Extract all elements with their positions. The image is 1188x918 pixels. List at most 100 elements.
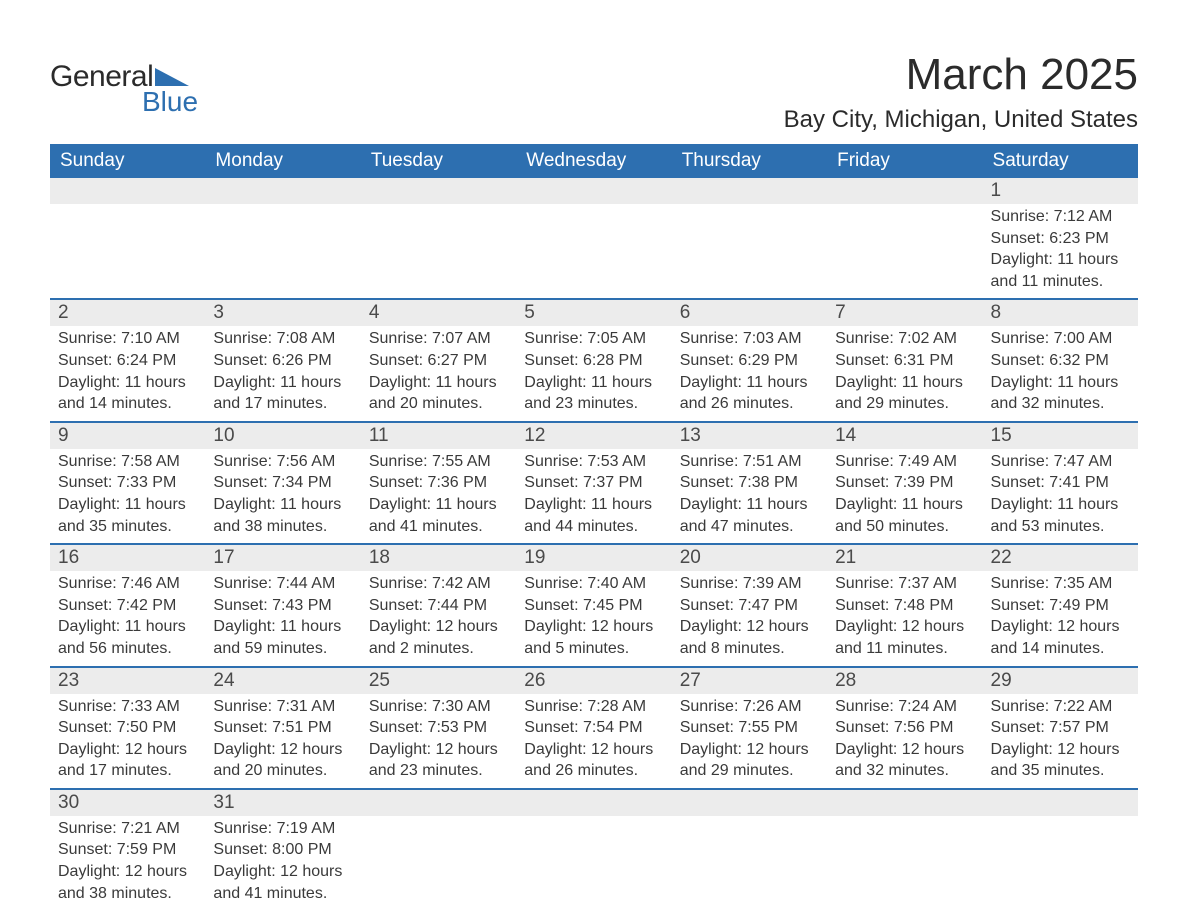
sunset-text: Sunset: 7:47 PM — [680, 595, 819, 617]
sunrise-text: Sunrise: 7:10 AM — [58, 328, 197, 350]
sunset-text: Sunset: 7:55 PM — [680, 717, 819, 739]
daylight-text: Daylight: 11 hours and 47 minutes. — [680, 494, 819, 537]
sunset-text: Sunset: 6:23 PM — [991, 228, 1130, 250]
day-cell: Sunrise: 7:26 AMSunset: 7:55 PMDaylight:… — [672, 694, 827, 789]
day-number — [50, 178, 205, 204]
sunset-text: Sunset: 7:48 PM — [835, 595, 974, 617]
day-number-row: 2345678 — [50, 299, 1138, 326]
day-number — [361, 789, 516, 816]
day-cell — [672, 204, 827, 299]
day-cell: Sunrise: 7:24 AMSunset: 7:56 PMDaylight:… — [827, 694, 982, 789]
sunset-text: Sunset: 7:53 PM — [369, 717, 508, 739]
sunrise-text: Sunrise: 7:58 AM — [58, 451, 197, 473]
sunrise-text: Sunrise: 7:42 AM — [369, 573, 508, 595]
sunrise-text: Sunrise: 7:30 AM — [369, 696, 508, 718]
daylight-text: Daylight: 12 hours and 17 minutes. — [58, 739, 197, 782]
sunrise-text: Sunrise: 7:55 AM — [369, 451, 508, 473]
day-number: 23 — [50, 667, 205, 694]
day-cell — [516, 204, 671, 299]
day-cell: Sunrise: 7:49 AMSunset: 7:39 PMDaylight:… — [827, 449, 982, 544]
location: Bay City, Michigan, United States — [784, 106, 1138, 134]
day-number — [827, 789, 982, 816]
logo-text-bottom: Blue — [142, 86, 198, 118]
day-cell — [361, 204, 516, 299]
logo: General Blue — [50, 50, 198, 118]
daylight-text: Daylight: 11 hours and 35 minutes. — [58, 494, 197, 537]
day-number: 26 — [516, 667, 671, 694]
sunset-text: Sunset: 6:32 PM — [991, 350, 1130, 372]
sunset-text: Sunset: 7:34 PM — [213, 472, 352, 494]
day-number: 17 — [205, 544, 360, 571]
day-cell: Sunrise: 7:47 AMSunset: 7:41 PMDaylight:… — [983, 449, 1138, 544]
day-number — [672, 178, 827, 204]
sunrise-text: Sunrise: 7:37 AM — [835, 573, 974, 595]
day-cell: Sunrise: 7:03 AMSunset: 6:29 PMDaylight:… — [672, 326, 827, 421]
sunrise-text: Sunrise: 7:56 AM — [213, 451, 352, 473]
daylight-text: Daylight: 11 hours and 53 minutes. — [991, 494, 1130, 537]
day-cell — [50, 204, 205, 299]
sunrise-text: Sunrise: 7:26 AM — [680, 696, 819, 718]
sunset-text: Sunset: 6:27 PM — [369, 350, 508, 372]
day-number: 21 — [827, 544, 982, 571]
day-content-row: Sunrise: 7:10 AMSunset: 6:24 PMDaylight:… — [50, 326, 1138, 421]
daylight-text: Daylight: 12 hours and 20 minutes. — [213, 739, 352, 782]
day-cell: Sunrise: 7:30 AMSunset: 7:53 PMDaylight:… — [361, 694, 516, 789]
daylight-text: Daylight: 11 hours and 59 minutes. — [213, 616, 352, 659]
day-cell: Sunrise: 7:55 AMSunset: 7:36 PMDaylight:… — [361, 449, 516, 544]
sunset-text: Sunset: 7:50 PM — [58, 717, 197, 739]
day-number — [672, 789, 827, 816]
day-number-row: 16171819202122 — [50, 544, 1138, 571]
sunrise-text: Sunrise: 7:31 AM — [213, 696, 352, 718]
daylight-text: Daylight: 11 hours and 38 minutes. — [213, 494, 352, 537]
day-number: 29 — [983, 667, 1138, 694]
logo-text-top: General — [50, 60, 153, 94]
sunrise-text: Sunrise: 7:46 AM — [58, 573, 197, 595]
day-number: 10 — [205, 422, 360, 449]
day-cell: Sunrise: 7:31 AMSunset: 7:51 PMDaylight:… — [205, 694, 360, 789]
sunset-text: Sunset: 7:51 PM — [213, 717, 352, 739]
sunset-text: Sunset: 7:42 PM — [58, 595, 197, 617]
day-header: Wednesday — [516, 144, 671, 178]
day-number: 24 — [205, 667, 360, 694]
day-header-row: Sunday Monday Tuesday Wednesday Thursday… — [50, 144, 1138, 178]
day-number — [983, 789, 1138, 816]
sunrise-text: Sunrise: 7:28 AM — [524, 696, 663, 718]
sunrise-text: Sunrise: 7:08 AM — [213, 328, 352, 350]
day-header: Sunday — [50, 144, 205, 178]
daylight-text: Daylight: 12 hours and 8 minutes. — [680, 616, 819, 659]
sunset-text: Sunset: 7:57 PM — [991, 717, 1130, 739]
sunset-text: Sunset: 7:45 PM — [524, 595, 663, 617]
sunrise-text: Sunrise: 7:33 AM — [58, 696, 197, 718]
sunset-text: Sunset: 7:41 PM — [991, 472, 1130, 494]
sunset-text: Sunset: 7:43 PM — [213, 595, 352, 617]
sunset-text: Sunset: 7:37 PM — [524, 472, 663, 494]
sunset-text: Sunset: 7:54 PM — [524, 717, 663, 739]
day-cell: Sunrise: 7:56 AMSunset: 7:34 PMDaylight:… — [205, 449, 360, 544]
daylight-text: Daylight: 11 hours and 17 minutes. — [213, 372, 352, 415]
day-cell: Sunrise: 7:02 AMSunset: 6:31 PMDaylight:… — [827, 326, 982, 421]
day-header: Tuesday — [361, 144, 516, 178]
sunrise-text: Sunrise: 7:47 AM — [991, 451, 1130, 473]
sunrise-text: Sunrise: 7:03 AM — [680, 328, 819, 350]
day-number: 6 — [672, 299, 827, 326]
day-cell: Sunrise: 7:39 AMSunset: 7:47 PMDaylight:… — [672, 571, 827, 666]
logo-triangle-icon — [155, 66, 189, 86]
daylight-text: Daylight: 12 hours and 5 minutes. — [524, 616, 663, 659]
day-cell: Sunrise: 7:19 AMSunset: 8:00 PMDaylight:… — [205, 816, 360, 910]
day-number — [205, 178, 360, 204]
day-cell: Sunrise: 7:21 AMSunset: 7:59 PMDaylight:… — [50, 816, 205, 910]
sunrise-text: Sunrise: 7:49 AM — [835, 451, 974, 473]
day-number — [516, 178, 671, 204]
day-cell: Sunrise: 7:07 AMSunset: 6:27 PMDaylight:… — [361, 326, 516, 421]
sunrise-text: Sunrise: 7:07 AM — [369, 328, 508, 350]
daylight-text: Daylight: 11 hours and 29 minutes. — [835, 372, 974, 415]
sunrise-text: Sunrise: 7:39 AM — [680, 573, 819, 595]
daylight-text: Daylight: 12 hours and 38 minutes. — [58, 861, 197, 904]
sunset-text: Sunset: 8:00 PM — [213, 839, 352, 861]
sunrise-text: Sunrise: 7:12 AM — [991, 206, 1130, 228]
sunset-text: Sunset: 6:24 PM — [58, 350, 197, 372]
sunset-text: Sunset: 6:31 PM — [835, 350, 974, 372]
daylight-text: Daylight: 11 hours and 14 minutes. — [58, 372, 197, 415]
daylight-text: Daylight: 12 hours and 41 minutes. — [213, 861, 352, 904]
daylight-text: Daylight: 11 hours and 56 minutes. — [58, 616, 197, 659]
